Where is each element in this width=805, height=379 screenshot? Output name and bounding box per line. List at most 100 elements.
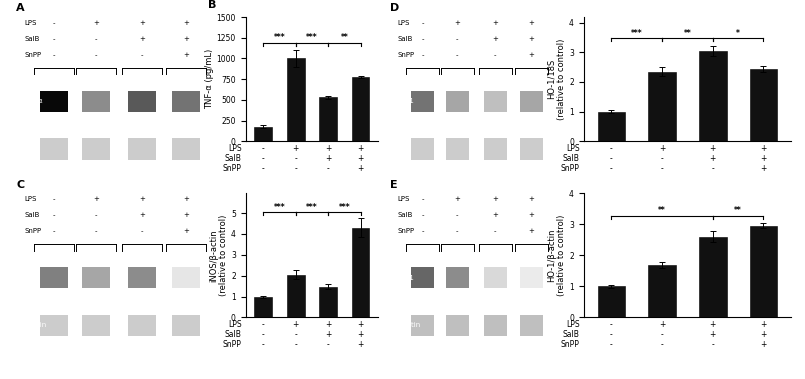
- Bar: [171, 91, 200, 112]
- Text: SnPP: SnPP: [398, 52, 415, 58]
- Text: -: -: [712, 340, 714, 349]
- Text: SnPP: SnPP: [561, 164, 580, 173]
- Bar: [520, 138, 543, 160]
- Text: -: -: [53, 228, 56, 234]
- Text: *: *: [737, 29, 740, 38]
- Text: +: +: [183, 52, 188, 58]
- Y-axis label: iNOS/β-actin
(relative to control): iNOS/β-actin (relative to control): [208, 215, 228, 296]
- Bar: [128, 267, 156, 288]
- Text: LPS: LPS: [228, 144, 241, 153]
- Text: -: -: [295, 330, 297, 339]
- Text: +: +: [325, 154, 332, 163]
- Text: -: -: [421, 52, 423, 58]
- Bar: [411, 315, 434, 336]
- Text: -: -: [456, 212, 458, 218]
- Bar: [520, 315, 543, 336]
- Text: -: -: [141, 52, 143, 58]
- Text: -: -: [95, 212, 97, 218]
- Bar: [171, 138, 200, 160]
- Text: SalB: SalB: [563, 330, 580, 339]
- Bar: [320, 287, 337, 318]
- Text: +: +: [357, 330, 364, 339]
- Text: SalB: SalB: [563, 154, 580, 163]
- Bar: [171, 267, 200, 288]
- Text: +: +: [325, 144, 332, 153]
- Text: -: -: [262, 340, 265, 349]
- Text: HO-1: HO-1: [396, 99, 414, 105]
- Text: ***: ***: [306, 202, 318, 211]
- Text: ***: ***: [306, 33, 318, 42]
- Text: +: +: [760, 144, 766, 153]
- Bar: [749, 69, 778, 141]
- Text: -: -: [493, 228, 497, 234]
- Bar: [597, 111, 625, 141]
- Text: -: -: [456, 36, 458, 42]
- Bar: [171, 315, 200, 336]
- Text: -: -: [95, 228, 97, 234]
- Text: **: **: [683, 29, 691, 38]
- Text: -: -: [610, 144, 613, 153]
- Text: LPS: LPS: [24, 20, 36, 26]
- Text: LPS: LPS: [228, 320, 241, 329]
- Text: -: -: [53, 20, 56, 26]
- Text: 18s: 18s: [22, 146, 35, 152]
- Bar: [128, 138, 156, 160]
- Bar: [446, 315, 469, 336]
- Text: LPS: LPS: [24, 196, 36, 202]
- Bar: [484, 91, 506, 112]
- Text: +: +: [139, 20, 145, 26]
- Text: +: +: [357, 340, 364, 349]
- Text: +: +: [529, 52, 535, 58]
- Y-axis label: TNF-α (pg/mL): TNF-α (pg/mL): [204, 49, 213, 109]
- Text: SalB: SalB: [225, 154, 242, 163]
- Bar: [287, 275, 304, 318]
- Text: -: -: [456, 52, 458, 58]
- Bar: [484, 315, 506, 336]
- Bar: [320, 97, 337, 141]
- Bar: [82, 267, 110, 288]
- Text: +: +: [760, 340, 766, 349]
- Bar: [411, 267, 434, 288]
- Text: +: +: [292, 144, 299, 153]
- Bar: [411, 91, 434, 112]
- Y-axis label: HO-1/β-actin
(relative to control): HO-1/β-actin (relative to control): [547, 215, 566, 296]
- Text: +: +: [183, 36, 188, 42]
- Text: ***: ***: [274, 33, 285, 42]
- Text: +: +: [760, 164, 766, 173]
- Text: -: -: [262, 144, 265, 153]
- Text: +: +: [529, 212, 535, 218]
- Text: SalB: SalB: [398, 36, 413, 42]
- Bar: [446, 267, 469, 288]
- Text: +: +: [139, 196, 145, 202]
- Text: -: -: [456, 228, 458, 234]
- Bar: [352, 228, 369, 318]
- Bar: [749, 226, 778, 318]
- Text: -: -: [262, 154, 265, 163]
- Text: SnPP: SnPP: [561, 340, 580, 349]
- Text: +: +: [760, 154, 766, 163]
- Text: -: -: [53, 36, 56, 42]
- Text: -: -: [493, 52, 497, 58]
- Bar: [597, 287, 625, 318]
- Text: +: +: [710, 330, 716, 339]
- Text: SnPP: SnPP: [223, 340, 242, 349]
- Text: +: +: [183, 212, 188, 218]
- Text: +: +: [760, 320, 766, 329]
- Text: -: -: [661, 164, 663, 173]
- Text: SalB: SalB: [398, 212, 413, 218]
- Bar: [128, 91, 156, 112]
- Text: SnPP: SnPP: [223, 164, 242, 173]
- Text: HO-1: HO-1: [396, 275, 414, 281]
- Text: -: -: [295, 154, 297, 163]
- Text: +: +: [492, 36, 498, 42]
- Text: ***: ***: [274, 202, 285, 211]
- Bar: [352, 77, 369, 141]
- Text: -: -: [610, 164, 613, 173]
- Bar: [484, 267, 506, 288]
- Text: +: +: [292, 320, 299, 329]
- Text: ***: ***: [631, 29, 642, 38]
- Text: SnPP: SnPP: [398, 228, 415, 234]
- Text: -: -: [610, 340, 613, 349]
- Bar: [128, 315, 156, 336]
- Text: +: +: [529, 196, 535, 202]
